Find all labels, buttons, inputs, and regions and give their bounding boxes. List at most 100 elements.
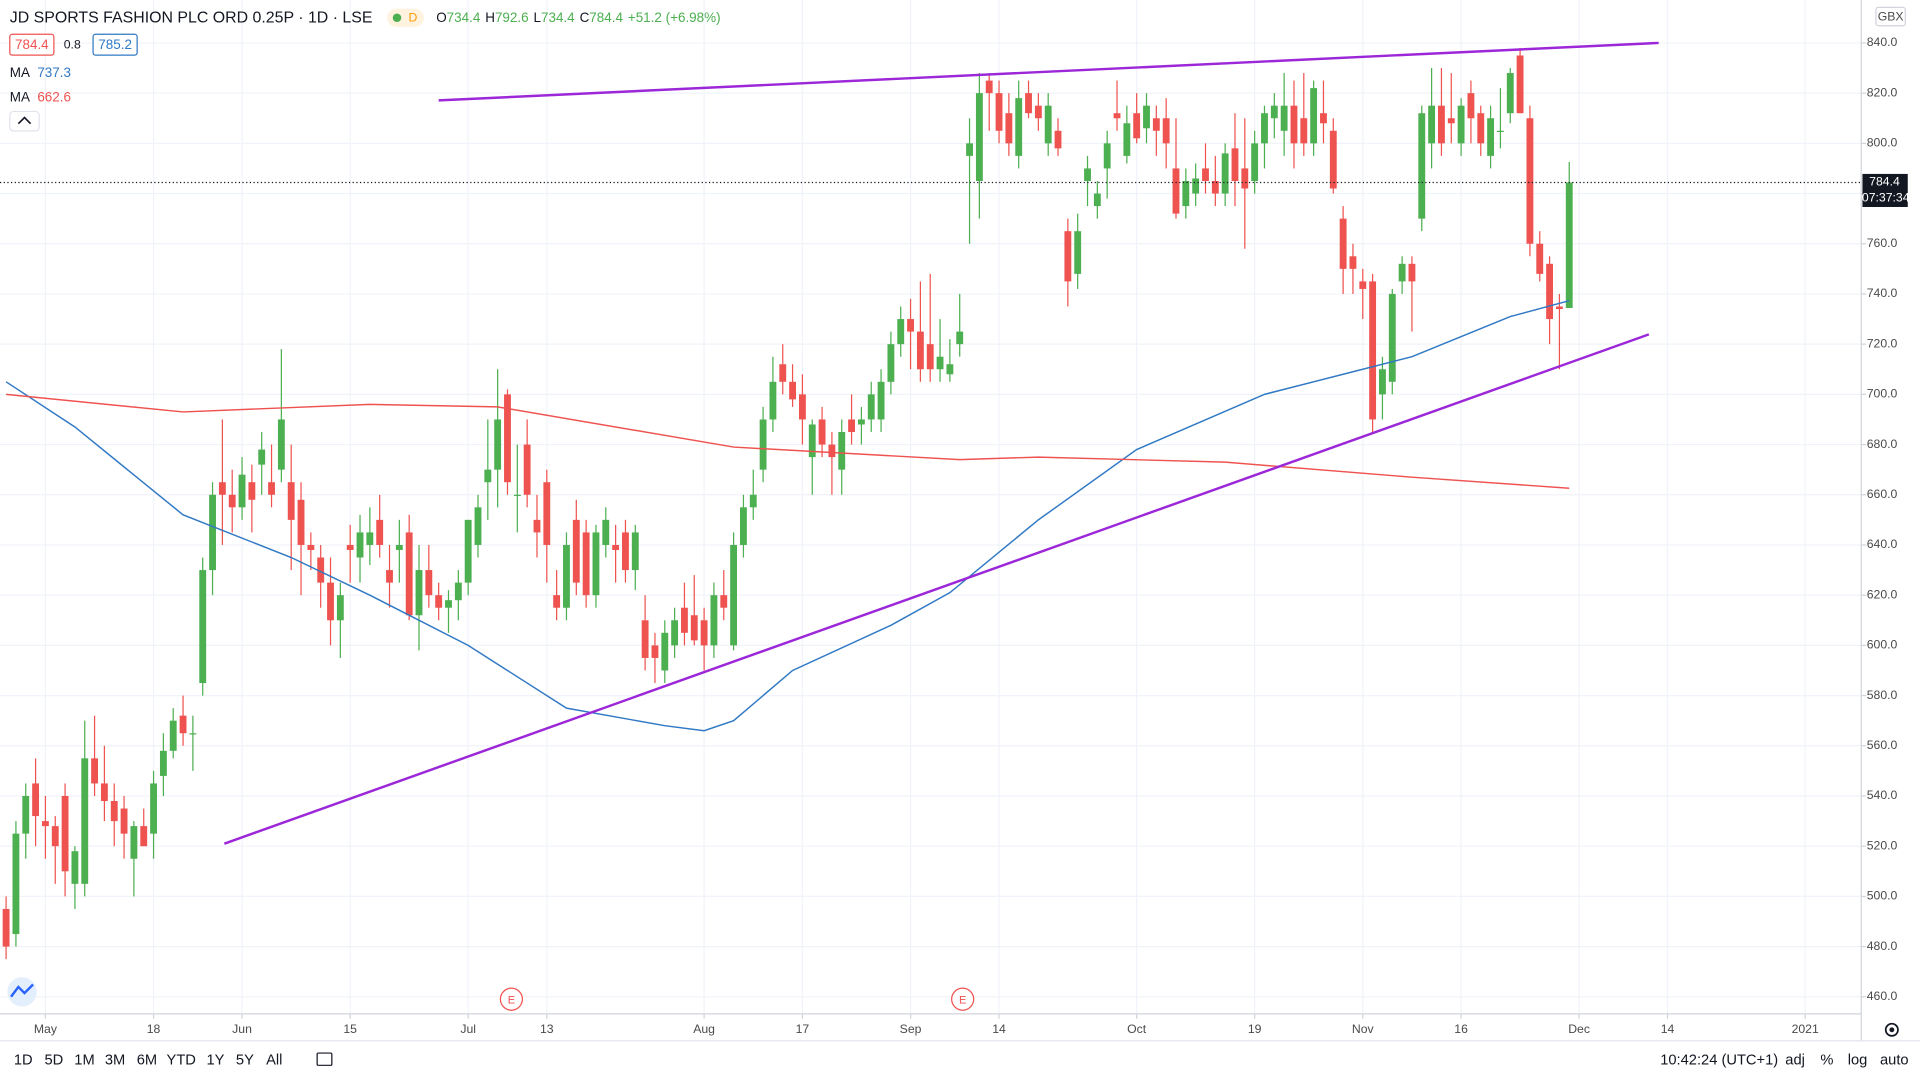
legend: JD SPORTS FASHION PLC ORD 0.25P · 1D · L… (9, 8, 721, 105)
candle-body (327, 582, 334, 621)
candle-body (454, 582, 462, 601)
y-tick-label: 720.0 (1867, 336, 1898, 350)
settings-icon (1884, 1022, 1899, 1037)
candle-body (209, 494, 216, 571)
scale-option[interactable]: % (1820, 1052, 1833, 1068)
candle-body (582, 532, 590, 596)
candle-body (51, 826, 59, 847)
candle-body (228, 494, 236, 508)
x-tick-label: 14 (992, 1022, 1006, 1036)
candle-body (297, 499, 305, 545)
range-button[interactable]: 1M (74, 1052, 94, 1068)
y-tick-label: 640.0 (1867, 537, 1898, 551)
x-tick-label: 2021 (1792, 1022, 1819, 1036)
candle-body (1310, 88, 1318, 144)
countdown-label: 07:37:34 (1862, 191, 1910, 205)
candle-body (1359, 281, 1367, 289)
candle-body (1251, 143, 1259, 181)
x-tick-label: Aug (693, 1022, 715, 1036)
candle-body (887, 344, 895, 382)
candle-body (749, 494, 757, 508)
range-button[interactable]: 3M (105, 1052, 125, 1068)
candle-body (612, 544, 620, 550)
toolbar: 1D 5D 1M 3M 6M YTD 1Y 5Y All 10:42:24 (UTC+1) adj%… (14, 1052, 1909, 1068)
candle-body (1211, 180, 1219, 194)
range-button[interactable]: 5D (44, 1052, 63, 1068)
x-tick-label: 13 (540, 1022, 554, 1036)
candle-body (317, 557, 325, 583)
candle-body (563, 544, 570, 608)
candle-body (1231, 148, 1239, 181)
candle-body (710, 595, 718, 646)
range-button[interactable]: 6M (137, 1052, 157, 1068)
candle-body (110, 801, 118, 822)
candle-body (533, 519, 541, 533)
settings-button[interactable] (1884, 1022, 1899, 1037)
candle-body (739, 507, 747, 545)
y-tick-label: 480.0 (1867, 939, 1898, 953)
market-status (392, 13, 402, 23)
candle-body (376, 519, 384, 545)
trend-line[interactable] (223, 333, 1650, 845)
candle-body (150, 783, 157, 834)
candle-body (474, 507, 482, 545)
candle-body (277, 419, 285, 470)
indicator-name: MA (10, 90, 30, 105)
candle-body (543, 482, 551, 545)
screenshot-button[interactable] (316, 1052, 333, 1066)
candle-body (631, 532, 639, 571)
y-tick-label: 600.0 (1867, 638, 1898, 652)
candle-body (1172, 168, 1180, 214)
collapse-button[interactable] (9, 110, 40, 132)
candle-body (1182, 180, 1190, 207)
moving-average-line (5, 300, 1570, 732)
candle-body (1084, 168, 1091, 181)
ohlc-value: 734.4 (541, 10, 575, 25)
candle-body (1015, 98, 1023, 156)
candle-body (1093, 193, 1101, 207)
range-button[interactable]: All (266, 1052, 282, 1068)
candle-body (199, 570, 207, 684)
indicator-name: MA (10, 65, 30, 80)
candle-body (415, 570, 423, 616)
scale-option[interactable]: adj (1785, 1052, 1805, 1068)
candle-body (1064, 231, 1072, 282)
x-tick-label: Jul (460, 1022, 476, 1036)
trend-line[interactable] (438, 41, 1659, 102)
candle-body (395, 544, 403, 550)
x-tick-label: Oct (1127, 1022, 1147, 1036)
logo-icon (10, 983, 34, 998)
currency: GBX (1878, 9, 1904, 23)
y-tick-label: 520.0 (1867, 838, 1898, 852)
x-tick-label: 16 (1454, 1022, 1468, 1036)
y-tick-label: 840.0 (1867, 35, 1898, 49)
range-button[interactable]: 1D (14, 1052, 33, 1068)
range-button[interactable]: YTD (167, 1052, 196, 1068)
ohlc-value: 784.4 (589, 10, 623, 25)
candle-body (2, 908, 10, 947)
candle-body (720, 595, 728, 608)
earnings-marker[interactable] (951, 987, 975, 1011)
scale-option[interactable]: log (1848, 1052, 1868, 1068)
y-tick-label: 560.0 (1867, 738, 1898, 752)
candle-body (356, 532, 364, 558)
x-tick-label: Jun (232, 1022, 252, 1036)
symbol-title: JD SPORTS FASHION PLC ORD 0.25P · 1D · L… (10, 10, 373, 27)
range-button[interactable]: 1Y (207, 1052, 225, 1068)
candle-body (1133, 113, 1141, 139)
earnings-marker[interactable] (499, 987, 524, 1011)
candle-body (926, 344, 934, 370)
candle-body (1221, 153, 1229, 194)
y-tick-label: 660.0 (1867, 487, 1898, 501)
candle-body (504, 394, 511, 483)
candle-body (946, 364, 954, 375)
candle-body (238, 474, 246, 508)
candle-body (248, 482, 256, 500)
candle-body (1113, 113, 1121, 119)
range-button[interactable]: 5Y (236, 1052, 254, 1068)
candle-body (1496, 130, 1504, 133)
candle-body (681, 607, 688, 633)
candle-body (169, 720, 177, 751)
scale-option[interactable]: auto (1880, 1052, 1909, 1068)
